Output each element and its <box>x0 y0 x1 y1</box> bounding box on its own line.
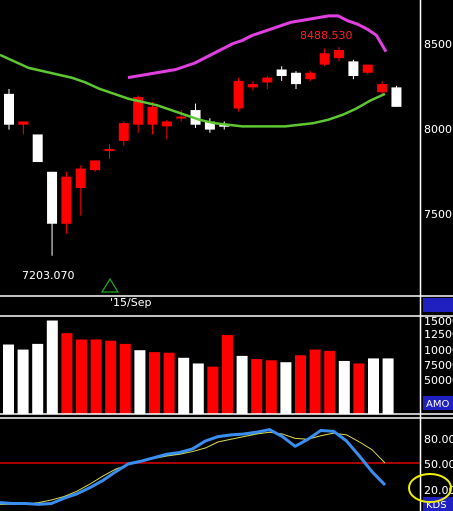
price-tick-label: 8000. <box>424 123 453 136</box>
oscillator-tag: KDS <box>426 500 447 511</box>
volume-bar <box>32 343 44 414</box>
oscillator-tick-label: 80.00 <box>424 433 453 446</box>
highlight-circle-icon <box>408 473 452 503</box>
volume-bar <box>236 355 248 414</box>
volume-bar <box>251 359 263 414</box>
volume-bar <box>105 340 117 414</box>
candle-body <box>233 80 244 109</box>
oscillator-panel <box>0 428 420 506</box>
candle-body <box>133 97 144 125</box>
candle-body <box>176 116 187 119</box>
ma-short-line <box>0 53 386 128</box>
volume-bar <box>178 357 190 414</box>
volume-bar <box>3 344 14 414</box>
candle-body <box>348 61 359 76</box>
candle-body <box>262 77 273 83</box>
candle-body <box>47 171 58 224</box>
volume-tag-box <box>423 396 453 410</box>
low-annotation: 7203.070 <box>22 269 75 282</box>
oscillator-tick-label: 20.00 <box>424 484 453 497</box>
volume-bar <box>280 362 292 414</box>
volume-bar <box>119 343 131 414</box>
volume-tick-label: 75000 <box>424 359 453 372</box>
volume-bar <box>353 363 365 414</box>
volume-bar <box>149 352 160 414</box>
x-axis-date-label: '15/Sep <box>110 296 151 309</box>
volume-bar <box>76 339 87 414</box>
candle-body <box>362 64 373 73</box>
price-panel <box>0 14 402 256</box>
volume-bar <box>192 363 204 414</box>
high-annotation: 8488.530 <box>300 29 353 42</box>
volume-bar <box>163 352 175 414</box>
ma-long-line <box>127 14 388 80</box>
d-line <box>0 431 386 505</box>
axis-marker-box <box>423 298 453 312</box>
candle-body <box>276 69 287 76</box>
volume-bar <box>382 358 394 414</box>
volume-bar <box>134 350 146 414</box>
candle-body <box>305 72 316 80</box>
price-tick-label: 7500. <box>424 208 453 221</box>
candle-body <box>377 84 388 93</box>
candle-body <box>334 50 345 59</box>
volume-bar <box>295 355 306 414</box>
volume-tick-label: 125000 <box>424 328 453 341</box>
candle-body <box>219 124 230 127</box>
volume-bar <box>309 349 321 414</box>
oscillator-tag-box <box>423 497 453 511</box>
candle-body <box>204 121 215 130</box>
candle-body <box>291 72 301 85</box>
volume-tag: AMO <box>426 399 449 410</box>
signal-triangle-icon <box>100 277 120 293</box>
k-line <box>0 428 387 506</box>
volume-bar <box>207 366 219 414</box>
candle-body <box>161 121 172 127</box>
candle-body <box>118 123 129 141</box>
volume-bar <box>61 333 73 414</box>
volume-bar <box>338 360 350 414</box>
price-tick-label: 8500. <box>424 38 453 51</box>
volume-bar <box>222 335 233 414</box>
volume-bar <box>46 320 58 414</box>
candle-body <box>104 149 115 152</box>
candle-body <box>61 176 72 224</box>
candle-body <box>75 168 86 189</box>
candle-body <box>90 160 101 171</box>
candle-body <box>319 53 330 65</box>
volume-bar <box>17 349 29 414</box>
oscillator-tick-label: 50.00 <box>424 458 453 471</box>
volume-bar <box>324 350 336 414</box>
volume-tick-label: 50000 <box>424 374 453 387</box>
candle-body <box>391 87 402 107</box>
volume-panel <box>3 320 394 414</box>
candle-body <box>247 84 258 88</box>
volume-bar <box>90 339 102 414</box>
candle-body <box>147 106 158 125</box>
volume-bar <box>368 358 379 414</box>
volume-bar <box>265 360 277 414</box>
volume-tick-label: 100000 <box>424 344 453 357</box>
candle-body <box>18 121 29 125</box>
volume-tick-label: 150000 <box>424 315 453 328</box>
candle-body <box>4 93 14 125</box>
candle-body <box>32 134 43 163</box>
